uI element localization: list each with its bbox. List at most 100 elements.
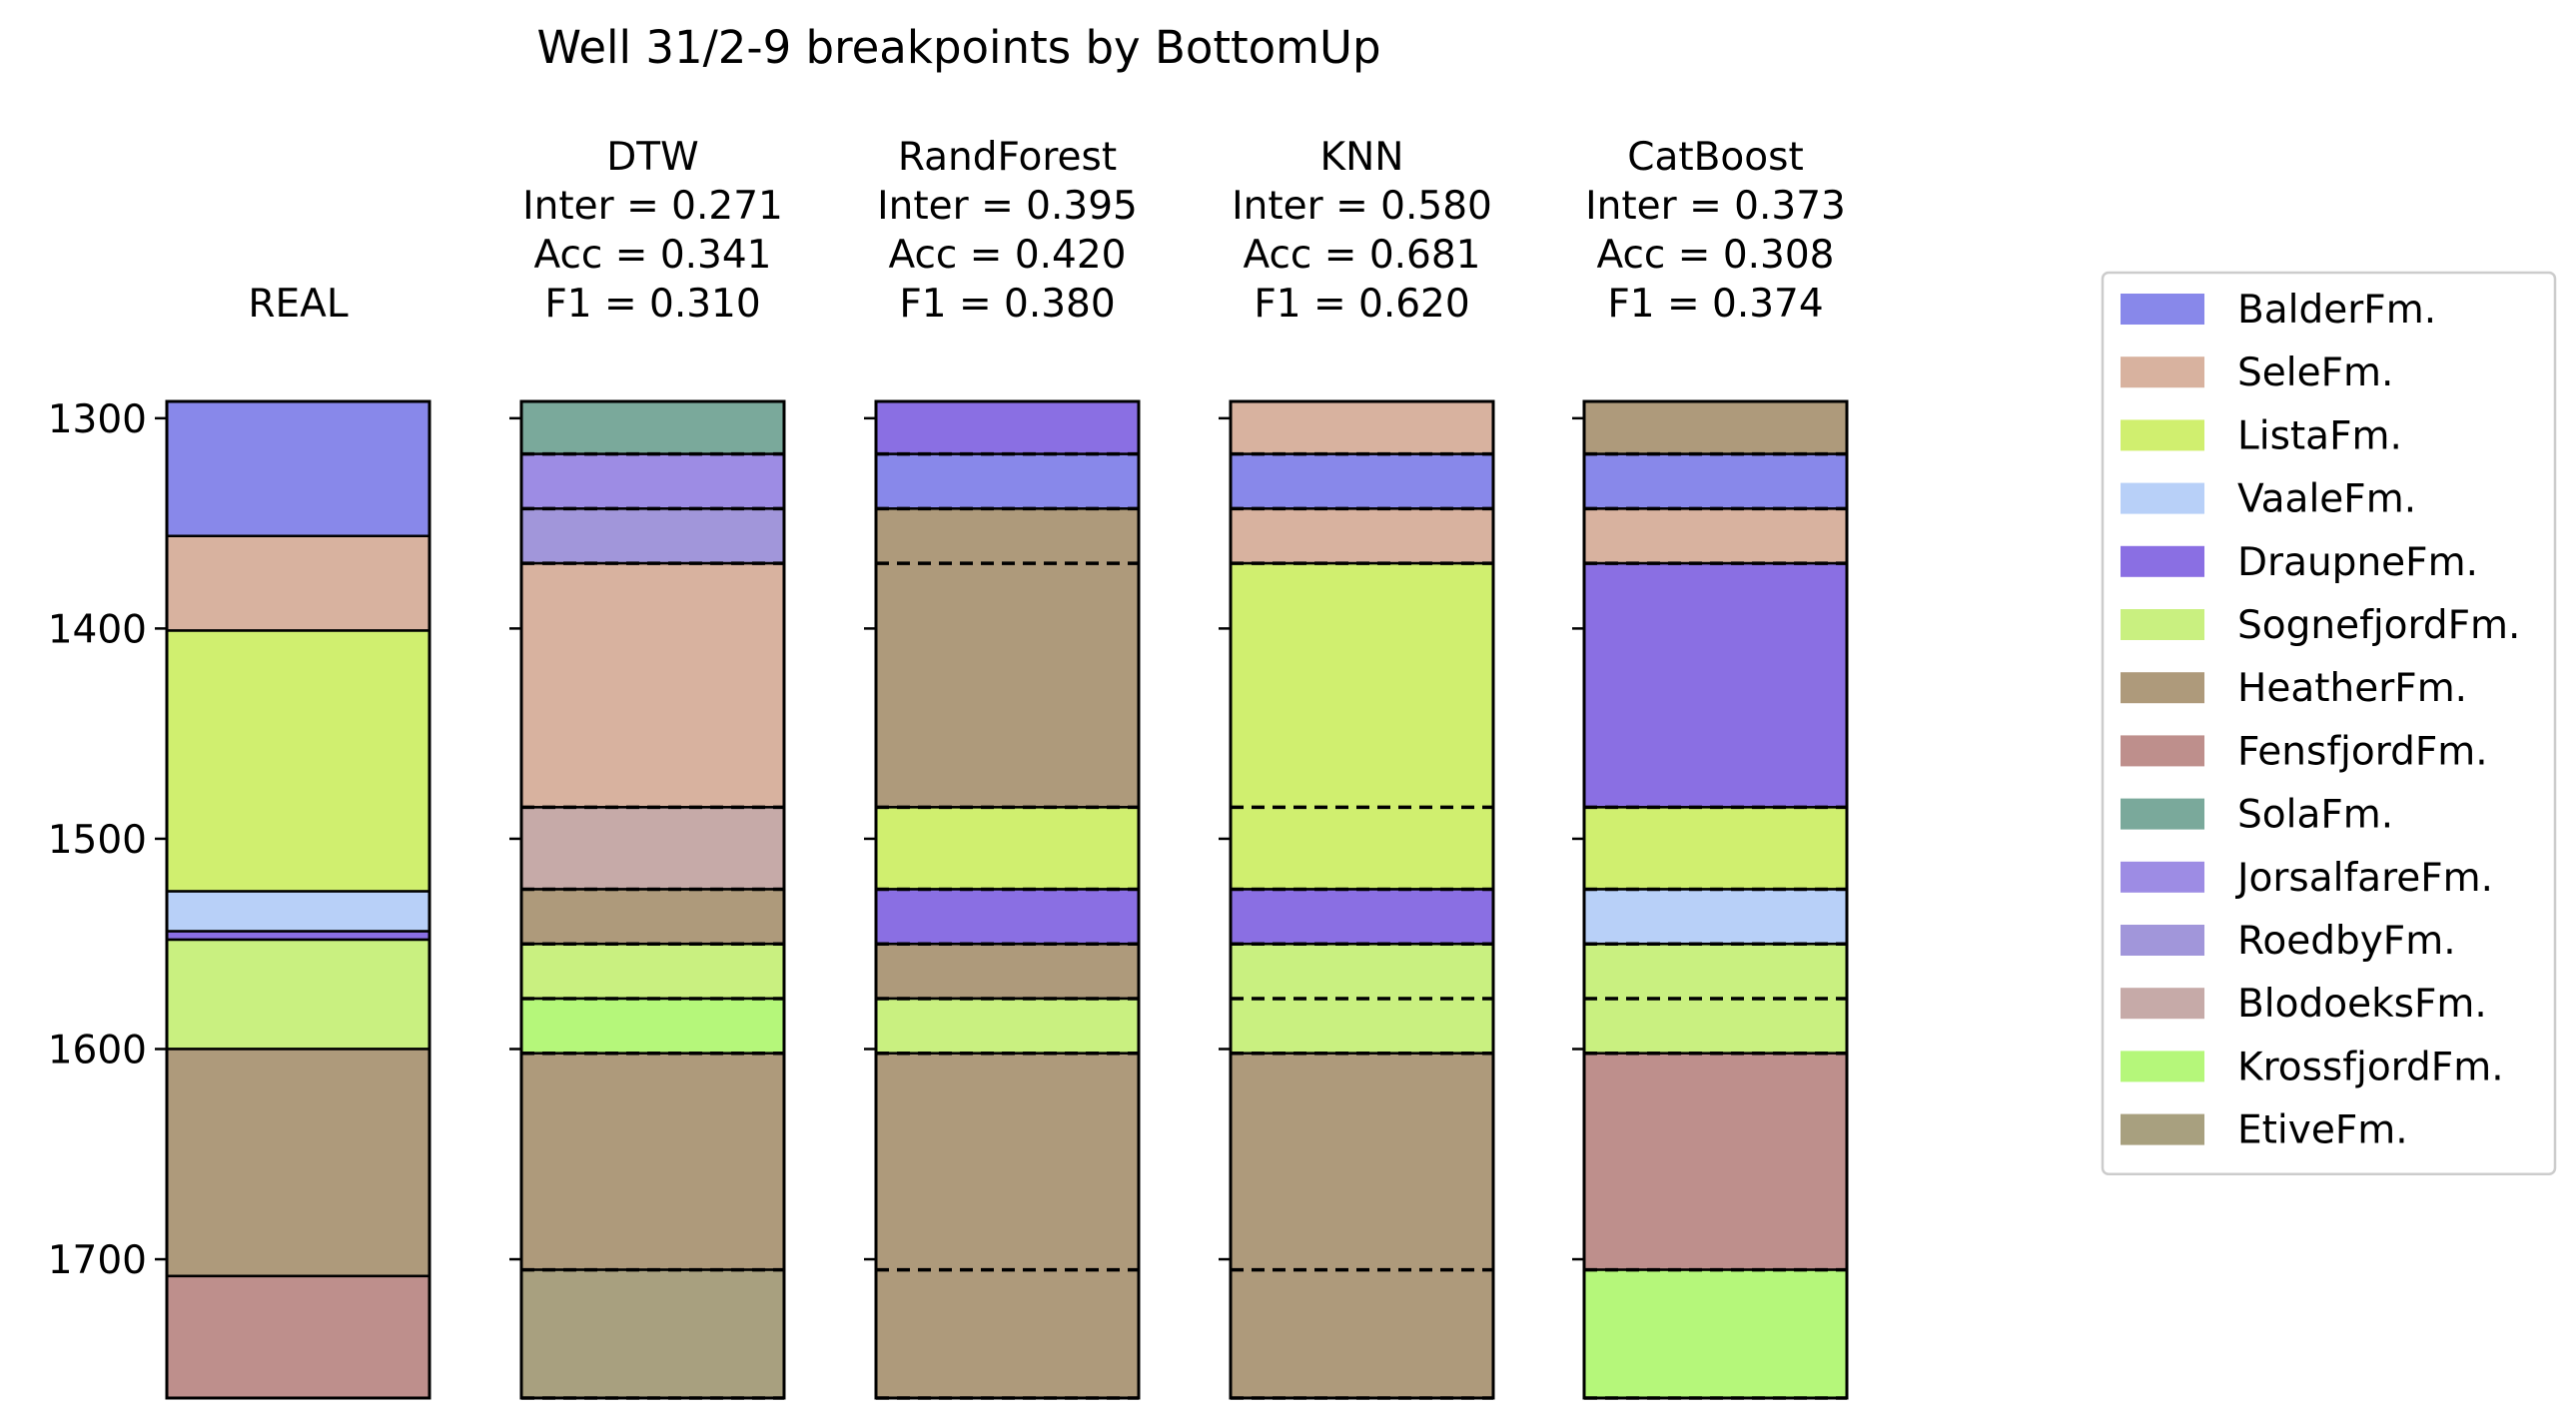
interval-bar bbox=[165, 930, 431, 942]
panel-frame bbox=[1229, 399, 1495, 1400]
legend-label: BalderFm. bbox=[2237, 288, 2436, 333]
legend-label: SolaFm. bbox=[2237, 793, 2393, 838]
y-tick-label: 1400 bbox=[48, 607, 147, 652]
interval-bar bbox=[519, 888, 786, 946]
legend-swatch bbox=[2121, 609, 2204, 640]
legend-label: ListaFm. bbox=[2237, 413, 2402, 458]
interval-bar bbox=[1229, 561, 1495, 891]
legend-label: JorsalfareFm. bbox=[2234, 856, 2493, 901]
interval-bar bbox=[519, 452, 786, 510]
panel-header-line: Acc = 0.308 bbox=[1597, 233, 1835, 278]
panel-frame bbox=[519, 399, 786, 1400]
legend-swatch bbox=[2121, 672, 2204, 704]
legend-swatch bbox=[2121, 356, 2204, 388]
interval-bar bbox=[519, 399, 786, 455]
panel-header-line: F1 = 0.620 bbox=[1254, 282, 1469, 327]
panel-header-line: KNN bbox=[1320, 135, 1404, 180]
panel-frame bbox=[874, 399, 1141, 1400]
panel-frame bbox=[165, 399, 431, 1400]
interval-bar bbox=[1229, 507, 1495, 565]
panel-header-line: Acc = 0.420 bbox=[889, 233, 1127, 278]
interval-bar bbox=[165, 890, 431, 933]
interval-bar bbox=[1582, 888, 1849, 946]
interval-bar bbox=[1582, 452, 1849, 510]
legend-label: VaaleFm. bbox=[2237, 477, 2416, 522]
legend-swatch bbox=[2121, 1113, 2204, 1145]
interval-bar bbox=[1229, 399, 1495, 455]
y-tick-label: 1600 bbox=[48, 1028, 147, 1072]
legend-swatch bbox=[2121, 419, 2204, 451]
interval-bar bbox=[1582, 806, 1849, 891]
interval-bar bbox=[874, 997, 1141, 1055]
panel-header-line: Inter = 0.271 bbox=[522, 184, 783, 229]
interval-bar bbox=[519, 997, 786, 1055]
legend-label: KrossfjordFm. bbox=[2237, 1045, 2504, 1089]
legend-swatch bbox=[2121, 925, 2204, 956]
interval-bar bbox=[1229, 1052, 1495, 1400]
panel-header-line: Inter = 0.395 bbox=[877, 184, 1138, 229]
legend-label: DraupneFm. bbox=[2237, 540, 2478, 585]
chart-title: Well 31/2-9 breakpoints by BottomUp bbox=[536, 21, 1380, 74]
legend-swatch bbox=[2121, 294, 2204, 325]
interval-bar bbox=[1582, 1268, 1849, 1400]
interval-bar bbox=[165, 399, 431, 538]
y-tick-label: 1300 bbox=[48, 397, 147, 442]
interval-bar bbox=[1582, 561, 1849, 809]
legend-label: BlodoeksFm. bbox=[2237, 982, 2487, 1027]
interval-bar bbox=[874, 452, 1141, 510]
legend-label: FensfjordFm. bbox=[2237, 729, 2488, 774]
interval-bar bbox=[874, 399, 1141, 455]
interval-bar bbox=[874, 806, 1141, 891]
interval-bar bbox=[1582, 507, 1849, 565]
panel-frame bbox=[1582, 399, 1849, 1400]
interval-bar bbox=[519, 806, 786, 891]
interval-bar bbox=[1229, 452, 1495, 510]
legend-swatch bbox=[2121, 798, 2204, 830]
legend-swatch bbox=[2121, 988, 2204, 1020]
legend-box bbox=[2101, 271, 2557, 1176]
legend-label: SognefjordFm. bbox=[2237, 603, 2520, 648]
panel-header-line: Acc = 0.681 bbox=[1244, 233, 1481, 278]
panel-header-line: Inter = 0.373 bbox=[1585, 184, 1846, 229]
panel-header-line: RandForest bbox=[898, 135, 1117, 180]
panel-header-line: Inter = 0.580 bbox=[1232, 184, 1492, 229]
legend-swatch bbox=[2121, 1051, 2204, 1082]
legend-swatch bbox=[2121, 735, 2204, 767]
panel-header-line: DTW bbox=[606, 135, 698, 180]
interval-bar bbox=[1229, 888, 1495, 946]
legend-swatch bbox=[2121, 545, 2204, 577]
interval-bar bbox=[1582, 399, 1849, 455]
legend: BalderFm. SeleFm. ListaFm. VaaleFm. DraupneF… bbox=[2101, 271, 2557, 1176]
panel-header-line: Acc = 0.341 bbox=[534, 233, 772, 278]
interval-bar bbox=[519, 507, 786, 565]
legend-swatch bbox=[2121, 482, 2204, 514]
y-tick-label: 1700 bbox=[48, 1238, 147, 1283]
interval-bar bbox=[165, 1048, 431, 1278]
interval-bar bbox=[165, 629, 431, 893]
panel-header-line: REAL bbox=[248, 282, 348, 327]
legend-label: SeleFm. bbox=[2237, 351, 2393, 395]
panel-header-line: F1 = 0.380 bbox=[899, 282, 1115, 327]
interval-bar bbox=[165, 534, 431, 632]
panel-header-line: F1 = 0.374 bbox=[1607, 282, 1823, 327]
legend-label: HeatherFm. bbox=[2237, 666, 2467, 711]
interval-bar bbox=[519, 1052, 786, 1271]
interval-bar bbox=[519, 1268, 786, 1400]
panel-header-line: F1 = 0.310 bbox=[544, 282, 760, 327]
legend-swatch bbox=[2121, 861, 2204, 893]
panel-header-line: CatBoost bbox=[1627, 135, 1804, 180]
interval-bar bbox=[874, 507, 1141, 809]
y-tick-label: 1500 bbox=[48, 818, 147, 863]
interval-bar bbox=[874, 942, 1141, 1001]
legend-label: EtiveFm. bbox=[2237, 1108, 2408, 1153]
interval-bar bbox=[1582, 1052, 1849, 1271]
panel-0: REAL 1300 1400 1500 1600 1700 bbox=[48, 282, 431, 1400]
interval-bar bbox=[165, 938, 431, 1051]
interval-bar bbox=[165, 1274, 431, 1400]
interval-bar bbox=[519, 942, 786, 1001]
